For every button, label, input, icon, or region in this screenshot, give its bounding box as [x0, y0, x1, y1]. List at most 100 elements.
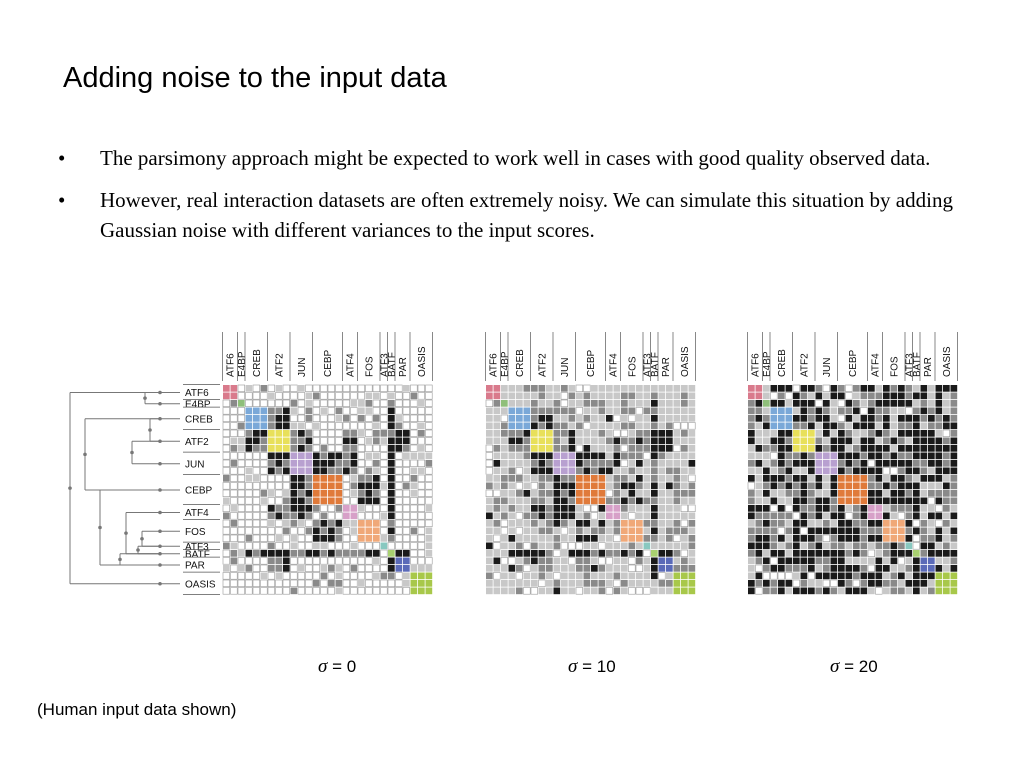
matrix-cell: [343, 520, 350, 527]
matrix-cell: [890, 452, 898, 460]
matrix-cell: [651, 445, 658, 452]
matrix-cell: [531, 445, 538, 452]
matrix-cell: [538, 467, 546, 475]
matrix-cell: [928, 415, 935, 422]
matrix-cell: [673, 512, 681, 520]
matrix-cell: [380, 467, 388, 475]
matrix-cell: [373, 415, 380, 422]
matrix-cell: [785, 580, 793, 587]
matrix-cell: [830, 535, 838, 542]
matrix-cell: [800, 557, 808, 565]
matrix-cell: [252, 384, 260, 392]
matrix-cell: [636, 580, 643, 587]
matrix-cell: [822, 384, 830, 392]
matrix-cell: [890, 392, 898, 400]
matrix-cell: [823, 467, 830, 475]
matrix-cell: [327, 542, 335, 550]
matrix-cell: [531, 535, 538, 542]
matrix-cell: [290, 542, 298, 550]
matrix-cell: [793, 572, 800, 580]
matrix-cell: [748, 415, 755, 422]
bullet-mark: •: [58, 188, 66, 212]
matrix-cell: [283, 527, 290, 535]
matrix-cell: [373, 475, 380, 482]
matrix-cell: [890, 385, 898, 392]
matrix-cell: [621, 557, 628, 565]
matrix-cell: [905, 565, 913, 572]
matrix-cell: [305, 445, 313, 452]
column-label: E4BP: [762, 351, 773, 377]
matrix-cell: [808, 452, 815, 460]
matrix-cell: [260, 459, 268, 467]
matrix-cell: [883, 565, 890, 572]
matrix-cell: [912, 534, 920, 542]
matrix-cell: [613, 429, 621, 437]
matrix-cell: [305, 572, 313, 580]
matrix-cell: [875, 407, 883, 415]
matrix-cell: [666, 407, 673, 415]
matrix-cell: [875, 482, 883, 490]
matrix-cell: [395, 445, 403, 452]
matrix-cell: [417, 519, 425, 527]
matrix-cell: [230, 534, 238, 542]
matrix-cell: [950, 437, 958, 445]
matrix-cell: [395, 384, 403, 392]
matrix-cell: [402, 512, 410, 520]
matrix-cell: [531, 400, 538, 407]
matrix-cell: [357, 564, 365, 572]
matrix-cell: [598, 400, 606, 407]
matrix-cell: [688, 497, 696, 505]
matrix-cell: [486, 415, 493, 422]
matrix-cell: [538, 392, 546, 400]
matrix-cell: [763, 557, 770, 565]
matrix-cell: [793, 497, 800, 505]
matrix-cell: [673, 415, 681, 422]
matrix-cell: [283, 490, 290, 497]
matrix-cell: [395, 572, 403, 580]
matrix-cell: [800, 445, 808, 452]
matrix-cell: [935, 422, 943, 430]
matrix-cell: [222, 549, 230, 557]
matrix-cell: [372, 384, 380, 392]
matrix-cell: [905, 475, 913, 482]
matrix-cell: [643, 482, 651, 490]
matrix-cell: [312, 414, 320, 422]
matrix-cell: [755, 460, 763, 467]
matrix-cell: [327, 422, 335, 430]
matrix-cell: [868, 400, 875, 407]
matrix-cell: [658, 587, 666, 595]
matrix-cell: [651, 505, 658, 512]
matrix-cell: [845, 407, 853, 415]
matrix-cell: [673, 587, 681, 595]
matrix-cell: [868, 542, 875, 550]
matrix-cell: [688, 504, 696, 512]
matrix-cell: [343, 460, 350, 467]
matrix-cell: [350, 527, 358, 535]
column-label: PAR: [661, 357, 672, 377]
matrix-cell: [576, 437, 583, 445]
matrix-cell: [523, 437, 531, 445]
matrix-cell: [748, 407, 755, 415]
matrix-cell: [928, 467, 935, 475]
matrix-cell: [920, 550, 928, 557]
matrix-cell: [358, 400, 365, 407]
matrix-cell: [523, 475, 531, 482]
matrix-cell: [913, 415, 920, 422]
matrix-cell: [883, 542, 890, 550]
matrix-cell: [312, 557, 320, 565]
matrix-cell: [688, 580, 696, 587]
matrix-cell: [838, 475, 845, 482]
matrix-cell: [830, 475, 838, 482]
matrix-cell: [935, 437, 943, 445]
matrix-cell: [935, 512, 943, 520]
matrix-cell: [658, 505, 666, 512]
matrix-cell: [568, 407, 576, 415]
matrix-cell: [598, 422, 606, 430]
matrix-cell: [335, 557, 343, 565]
matrix-cell: [838, 437, 845, 445]
matrix-cell: [583, 384, 591, 392]
matrix-cell: [920, 392, 928, 400]
matrix-cell: [501, 475, 508, 482]
matrix-cell: [928, 535, 935, 542]
matrix-cell: [860, 400, 868, 407]
